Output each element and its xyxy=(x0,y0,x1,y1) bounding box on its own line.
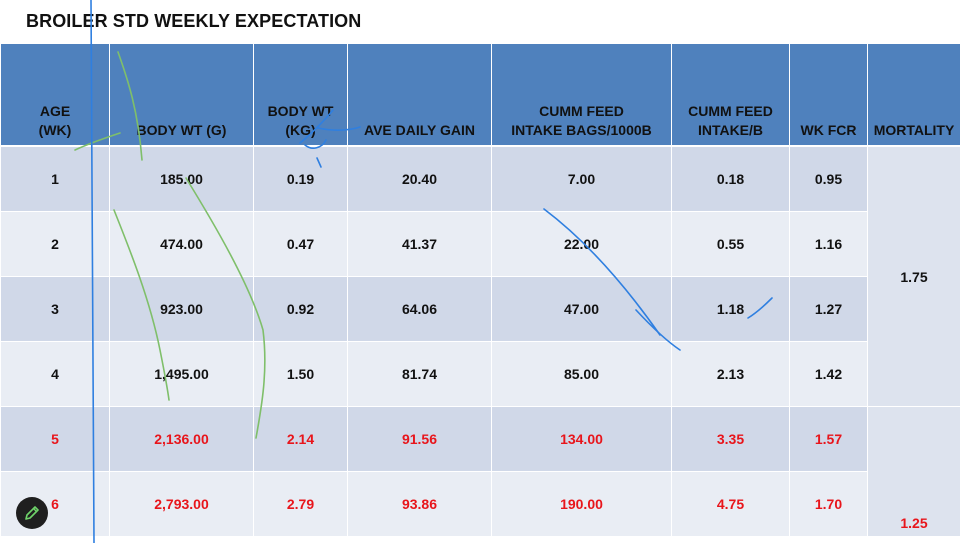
cell-cumm-feed-per-bird: 0.18 xyxy=(671,146,790,212)
cell-wk-fcr: 1.16 xyxy=(789,211,868,277)
cell-mortality-weeks-5-6: 1.25 xyxy=(867,406,960,537)
cell-age: 6 xyxy=(0,471,110,537)
table-row: 3 923.00 0.92 64.06 47.00 1.18 1.27 xyxy=(0,276,960,342)
table-row: 4 1,495.00 1.50 81.74 85.00 2.13 1.42 xyxy=(0,341,960,407)
cell-body-wt-kg: 1.50 xyxy=(253,341,348,407)
cell-wk-fcr: 1.27 xyxy=(789,276,868,342)
header-body-wt-kg: BODY WT (KG) xyxy=(253,44,348,147)
cell-body-wt-kg: 2.14 xyxy=(253,406,348,472)
cell-body-wt-g: 1,495.00 xyxy=(109,341,254,407)
cell-wk-fcr: 1.42 xyxy=(789,341,868,407)
cell-cumm-feed-bags: 85.00 xyxy=(491,341,672,407)
header-mortality: MORTALITY xyxy=(867,44,960,147)
header-row: AGE (WK) BODY WT (G) BODY WT (KG) AVE DAIL… xyxy=(0,44,960,147)
pencil-icon xyxy=(25,506,39,520)
cell-body-wt-kg: 2.79 xyxy=(253,471,348,537)
header-wk-fcr: WK FCR xyxy=(789,44,868,147)
cell-ave-daily-gain: 64.06 xyxy=(347,276,492,342)
cell-body-wt-kg: 0.19 xyxy=(253,146,348,212)
cell-cumm-feed-bags: 7.00 xyxy=(491,146,672,212)
cell-cumm-feed-bags: 22.00 xyxy=(491,211,672,277)
header-cumm-feed-per-bird: CUMM FEED INTAKE/B xyxy=(671,44,790,147)
cell-cumm-feed-per-bird: 1.18 xyxy=(671,276,790,342)
pen-tool-button[interactable] xyxy=(16,497,48,529)
cell-body-wt-kg: 0.92 xyxy=(253,276,348,342)
cell-body-wt-g: 185.00 xyxy=(109,146,254,212)
cell-cumm-feed-per-bird: 0.55 xyxy=(671,211,790,277)
header-ave-daily-gain: AVE DAILY GAIN xyxy=(347,44,492,147)
cell-ave-daily-gain: 20.40 xyxy=(347,146,492,212)
table-row: 1 185.00 0.19 20.40 7.00 0.18 0.95 1.75 xyxy=(0,146,960,407)
cell-age: 2 xyxy=(0,211,110,277)
header-age: AGE (WK) xyxy=(0,44,110,147)
table-row: 2 474.00 0.47 41.37 22.00 0.55 1.16 xyxy=(0,211,960,277)
cell-age: 5 xyxy=(0,406,110,472)
cell-cumm-feed-bags: 134.00 xyxy=(491,406,672,472)
header-cumm-feed-bags: CUMM FEED INTAKE BAGS/1000B xyxy=(491,44,672,147)
table-row: 6 2,793.00 2.79 93.86 190.00 4.75 1.70 xyxy=(0,471,960,537)
cell-cumm-feed-per-bird: 3.35 xyxy=(671,406,790,472)
table-row: 5 2,136.00 2.14 91.56 134.00 3.35 1.57 1… xyxy=(0,406,960,537)
cell-cumm-feed-bags: 47.00 xyxy=(491,276,672,342)
cell-wk-fcr: 0.95 xyxy=(789,146,868,212)
cell-body-wt-g: 474.00 xyxy=(109,211,254,277)
cell-age: 3 xyxy=(0,276,110,342)
header-body-wt-g: BODY WT (G) xyxy=(109,44,254,147)
broiler-standard-table: AGE (WK) BODY WT (G) BODY WT (KG) AVE DAIL… xyxy=(0,44,960,537)
cell-body-wt-g: 2,793.00 xyxy=(109,471,254,537)
cell-wk-fcr: 1.70 xyxy=(789,471,868,537)
cell-ave-daily-gain: 93.86 xyxy=(347,471,492,537)
cell-body-wt-g: 2,136.00 xyxy=(109,406,254,472)
cell-body-wt-g: 923.00 xyxy=(109,276,254,342)
cell-cumm-feed-per-bird: 2.13 xyxy=(671,341,790,407)
page-title: BROILER STD WEEKLY EXPECTATION xyxy=(26,11,362,31)
cell-mortality-weeks-1-4: 1.75 xyxy=(867,146,960,407)
cell-body-wt-kg: 0.47 xyxy=(253,211,348,277)
cell-ave-daily-gain: 41.37 xyxy=(347,211,492,277)
cell-age: 1 xyxy=(0,146,110,212)
cell-age: 4 xyxy=(0,341,110,407)
cell-ave-daily-gain: 81.74 xyxy=(347,341,492,407)
cell-cumm-feed-per-bird: 4.75 xyxy=(671,471,790,537)
cell-cumm-feed-bags: 190.00 xyxy=(491,471,672,537)
cell-ave-daily-gain: 91.56 xyxy=(347,406,492,472)
cell-wk-fcr: 1.57 xyxy=(789,406,868,472)
